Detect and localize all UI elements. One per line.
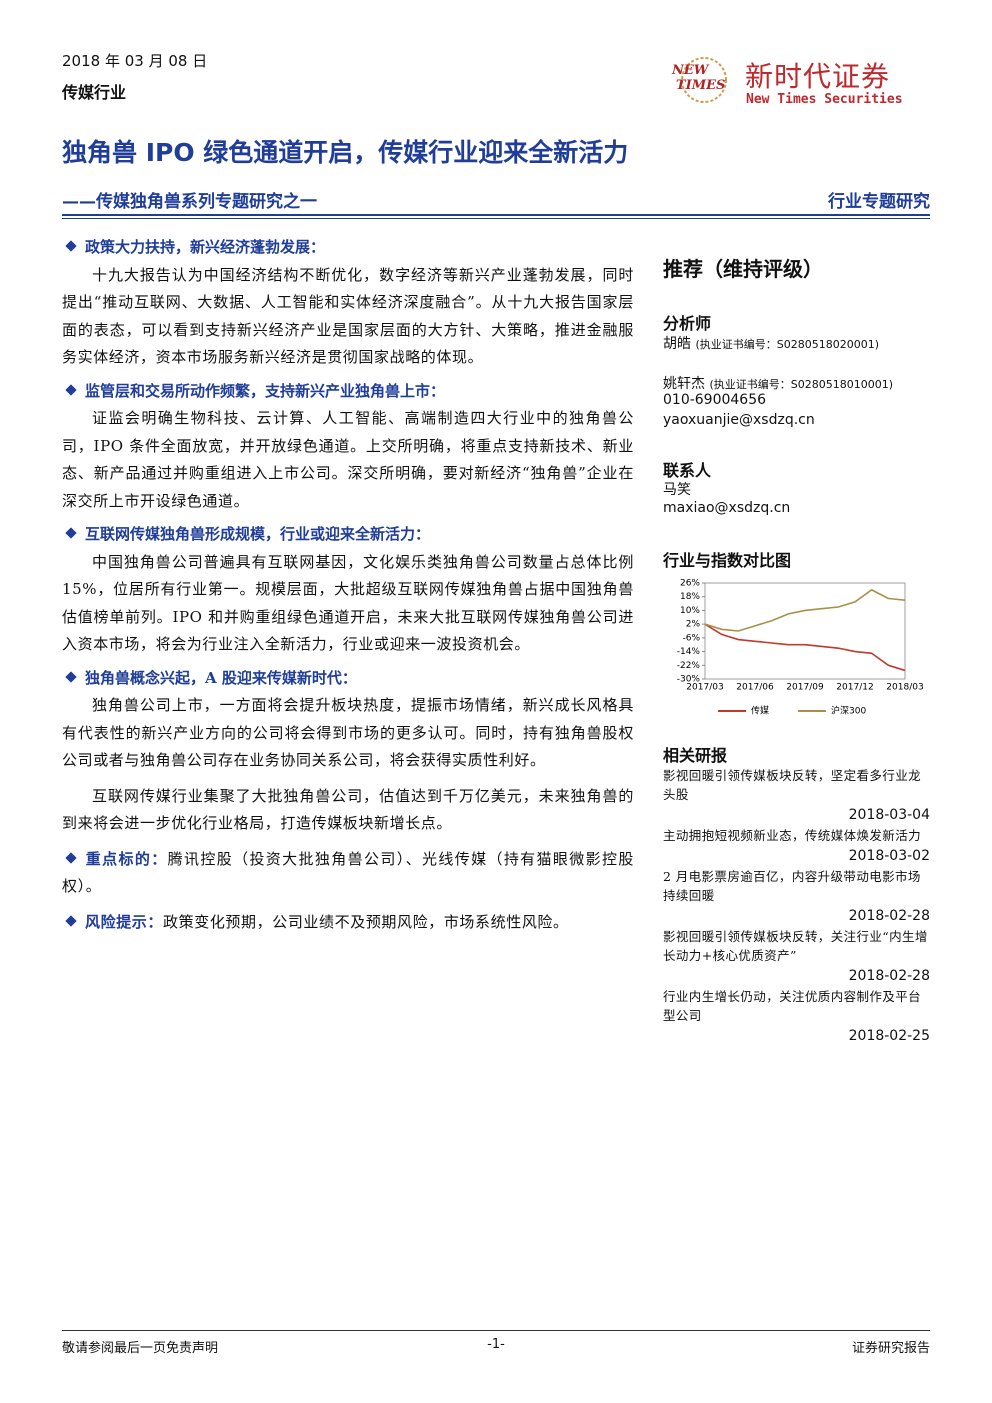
report-title: 影视回暖引领传媒板块反转，关注行业“内生增长动力+核心优质资产” bbox=[663, 929, 928, 963]
y-tick-label: 10% bbox=[680, 606, 700, 616]
logo-ring bbox=[681, 57, 727, 103]
footer-rule bbox=[62, 1330, 930, 1331]
header-rule-thin bbox=[62, 218, 930, 219]
bullet bbox=[65, 240, 77, 252]
analysts-heading: 分析师 bbox=[663, 314, 712, 333]
analyst: 胡皓 (执业证书编号：S0280518020001) bbox=[663, 333, 879, 353]
date: 2018 年 03 月 08 日 bbox=[62, 52, 208, 70]
paragraph: 证监会明确生物科技、云计算、人工智能、高端制造四大行业中的独角兽公司，IPO 条… bbox=[62, 409, 634, 510]
bullet bbox=[65, 527, 77, 539]
analyst-email: yaoxuanjie@xsdzq.cn bbox=[663, 412, 815, 428]
x-tick-label: 2017/09 bbox=[786, 683, 824, 693]
section-heading: 监管层和交易所动作频繁，支持新兴产业独角兽上市： bbox=[62, 378, 634, 406]
section-text: 政策变化预期，公司业绩不及预期风险，市场系统性风险。 bbox=[163, 912, 569, 931]
section-heading-text: 独角兽概念兴起，A 股迎来传媒新时代： bbox=[85, 668, 357, 687]
footer-left: 敬请参阅最后一页免责声明 bbox=[62, 1341, 219, 1356]
bullet bbox=[65, 670, 77, 683]
analyst-cert: (执业证书编号：S0280518020001) bbox=[695, 338, 879, 351]
report-date: 2018-02-25 bbox=[848, 1028, 930, 1044]
section: 互联网传媒独角兽形成规模，行业或迎来全新活力： 中国独角兽公司普遍具有互联网基因，… bbox=[62, 521, 634, 659]
paragraph: 十九大报告认为中国经济结构不断优化，数字经济等新兴产业蓬勃发展，同时提出“推动互… bbox=[62, 265, 634, 367]
footer-right: 证券研究报告 bbox=[851, 1341, 930, 1356]
logo-mark: NEW TIMES bbox=[668, 56, 740, 104]
y-tick-label: -30% bbox=[677, 675, 701, 685]
industry: 传媒行业 bbox=[62, 83, 127, 102]
related-reports: 影视回暖引领传媒板块反转，坚定看多行业龙头股 2018-03-04 主动拥抱短视频新… bbox=[663, 766, 930, 1047]
bullet bbox=[65, 383, 77, 396]
section-heading-text: 监管层和交易所动作频繁，支持新兴产业独角兽上市： bbox=[85, 381, 446, 400]
analyst-phone: 010-69004656 bbox=[663, 392, 767, 408]
analyst: 姚轩杰 (执业证书编号：S0280518010001) bbox=[663, 373, 893, 393]
logo-cn: 新时代证券 bbox=[745, 60, 891, 93]
section-heading-text: 重点标的： bbox=[85, 849, 168, 868]
subtitle: ——传媒独角兽系列专题研究之一 bbox=[62, 192, 317, 212]
report-date: 2018-02-28 bbox=[848, 968, 930, 984]
report-title: 2 月电影票房逾百亿，内容升级带动电影市场持续回暖 bbox=[663, 869, 921, 903]
logo-en: New Times Securities bbox=[746, 92, 903, 107]
paragraph: 中国独角兽公司普遍具有互联网基因，文化娱乐类独角兽公司数量占总体比例 15%，位… bbox=[62, 552, 634, 654]
title: 独角兽 IPO 绿色通道开启，传媒行业迎来全新活力 bbox=[62, 138, 629, 167]
section: 政策大力扶持，新兴经济蓬勃发展： 十九大报告认为中国经济结构不断优化，数字经济等新… bbox=[62, 234, 634, 372]
section-heading-text: 互联网传媒独角兽形成规模，行业或迎来全新活力： bbox=[85, 525, 431, 543]
main-column: 政策大力扶持，新兴经济蓬勃发展： 十九大报告认为中国经济结构不断优化，数字经济等新… bbox=[62, 228, 634, 936]
paragraph: 独角兽公司上市，一方面将会提升板块热度，提振市场情绪，新兴成长风格具有代表性的新… bbox=[62, 696, 634, 769]
y-tick-label: -14% bbox=[677, 647, 701, 657]
line-series bbox=[704, 588, 906, 632]
logo-icon bbox=[681, 57, 727, 103]
related-heading: 相关研报 bbox=[663, 746, 728, 765]
report-title: 行业内生增长仍动，关注优质内容制作及平台型公司 bbox=[663, 989, 922, 1023]
report-date: 2018-02-28 bbox=[848, 908, 930, 924]
contact-name: 马笑 bbox=[663, 482, 691, 498]
y-tick-label: 18% bbox=[680, 592, 700, 602]
y-tick-label: 26% bbox=[680, 579, 700, 589]
analyst-cert: (执业证书编号：S0280518010001) bbox=[709, 378, 893, 391]
chart: 26% 18% 10% 2% -6% -14% -22% -30%2017/03 2017/06… bbox=[677, 579, 924, 717]
section: 独角兽概念兴起，A 股迎来传媒新时代： 独角兽公司上市，一方面将会提升板块热度，提… bbox=[62, 665, 634, 838]
x-tick-label: 2017/03 bbox=[686, 683, 723, 693]
report-date: 2018-03-04 bbox=[848, 807, 930, 823]
logo-mark-2: TIMES bbox=[676, 78, 726, 93]
paragraph: 互联网传媒行业集聚了大批独角兽公司，估值达到千万亿美元，未来独角兽的到来将会进一… bbox=[62, 786, 634, 833]
report-type: 行业专题研究 bbox=[828, 192, 930, 212]
analyst-name: 姚轩杰 bbox=[663, 376, 705, 392]
y-tick-label: -22% bbox=[677, 661, 701, 671]
legend-label: 沪深300 bbox=[831, 705, 866, 717]
header-rule bbox=[62, 214, 930, 216]
bullet bbox=[65, 914, 77, 927]
plot-frame bbox=[704, 582, 906, 680]
section-heading: 政策大力扶持，新兴经济蓬勃发展： bbox=[62, 234, 634, 262]
section-heading-text: 风险提示： bbox=[85, 912, 164, 931]
y-tick-label: 2% bbox=[686, 620, 701, 630]
report-date: 2018-03-02 bbox=[848, 848, 930, 864]
report-title: 主动拥抱短视频新业态，传统媒体焕发新活力 bbox=[663, 828, 922, 843]
contact-heading: 联系人 bbox=[663, 461, 712, 480]
section-heading-text: 政策大力扶持，新兴经济蓬勃发展： bbox=[85, 238, 326, 256]
section: 风险提示：政策变化预期，公司业绩不及预期风险，市场系统性风险。 bbox=[62, 909, 634, 937]
x-tick-label: 2017/12 bbox=[836, 683, 873, 693]
chart-title: 行业与指数对比图 bbox=[663, 551, 792, 570]
footer-center: -1- bbox=[487, 1337, 505, 1352]
x-tick-label: 2018/03 bbox=[886, 683, 923, 693]
section-text: 腾讯控股（投资大批独角兽公司）、光线传媒（持有猫眼微影控股权）。 bbox=[62, 849, 634, 896]
logo-mark-1: NEW bbox=[672, 63, 709, 78]
contact-email: maxiao@xsdzq.cn bbox=[663, 500, 791, 516]
analyst-name: 胡皓 bbox=[663, 336, 691, 352]
section-heading: 互联网传媒独角兽形成规模，行业或迎来全新活力： bbox=[62, 521, 634, 549]
section: 重点标的：腾讯控股（投资大批独角兽公司）、光线传媒（持有猫眼微影控股权）。 bbox=[62, 846, 634, 901]
line-series bbox=[704, 623, 906, 672]
bullet bbox=[65, 851, 77, 864]
rating: 推荐（维持评级） bbox=[663, 257, 823, 281]
legend-label: 传媒 bbox=[751, 705, 769, 717]
x-tick-label: 2017/06 bbox=[736, 683, 774, 693]
report-title: 影视回暖引领传媒板块反转，坚定看多行业龙头股 bbox=[663, 768, 922, 802]
section-heading: 独角兽概念兴起，A 股迎来传媒新时代： bbox=[62, 665, 634, 693]
y-tick-label: -6% bbox=[682, 633, 700, 643]
section: 监管层和交易所动作频繁，支持新兴产业独角兽上市： 证监会明确生物科技、云计算、人工… bbox=[62, 378, 634, 516]
